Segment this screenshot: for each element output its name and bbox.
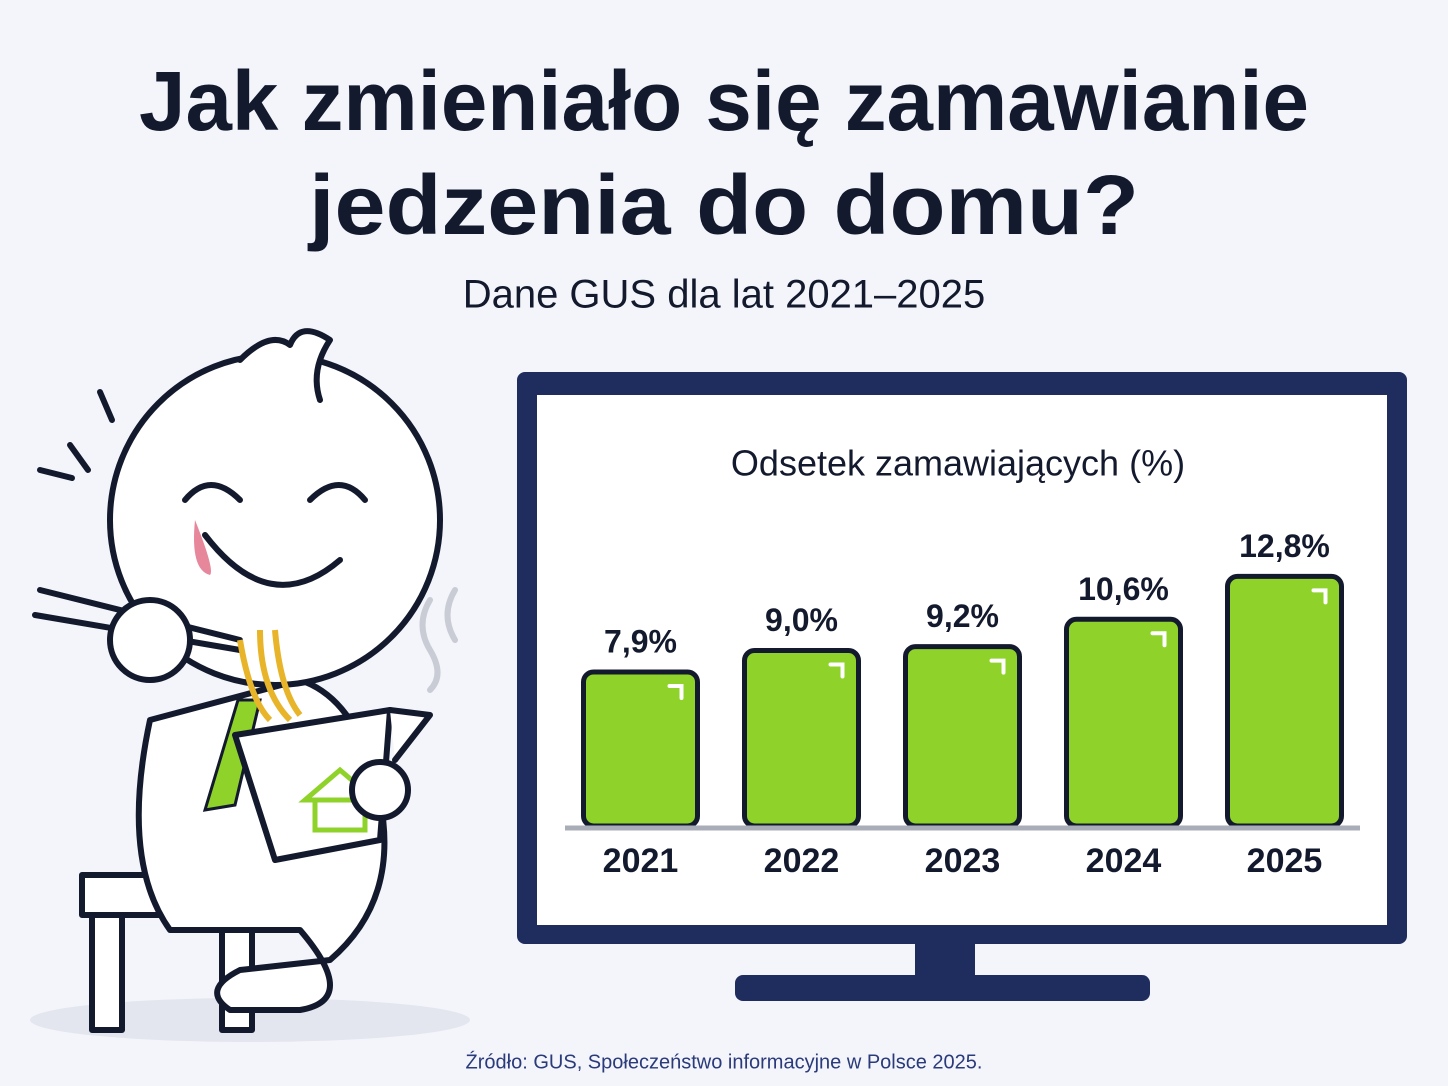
x-tick-label: 2025 xyxy=(1247,842,1323,880)
value-label: 7,9% xyxy=(604,623,677,659)
value-label: 9,0% xyxy=(765,602,838,638)
chart-title: Odsetek zamawiających (%) xyxy=(731,443,1185,484)
x-tick-label: 2024 xyxy=(1086,842,1162,880)
bar xyxy=(1064,616,1183,829)
bar-highlight xyxy=(989,658,1006,675)
monitor-neck xyxy=(915,944,975,978)
bar xyxy=(1225,573,1344,829)
subtitle: Dane GUS dla lat 2021–2025 xyxy=(463,273,986,317)
illustration xyxy=(30,328,470,1042)
source: Źródło: GUS, Społeczeństwo informacyjne … xyxy=(466,1050,983,1073)
value-label: 9,2% xyxy=(926,598,999,634)
x-tick-label: 2022 xyxy=(764,842,840,880)
value-label: 12,8% xyxy=(1239,528,1330,564)
title-line: Jak zmieniało się zamawianie xyxy=(139,54,1309,148)
value-label: 10,6% xyxy=(1078,571,1169,607)
monitor-base xyxy=(735,975,1150,1001)
bar-highlight xyxy=(1150,631,1167,648)
bar-highlight xyxy=(667,683,684,700)
x-tick-label: 2023 xyxy=(925,842,1001,880)
bar-highlight xyxy=(828,662,845,679)
bar-highlight xyxy=(1311,588,1328,605)
x-tick-label: 2021 xyxy=(603,842,679,880)
title-line: jedzenia do domu? xyxy=(307,158,1139,252)
